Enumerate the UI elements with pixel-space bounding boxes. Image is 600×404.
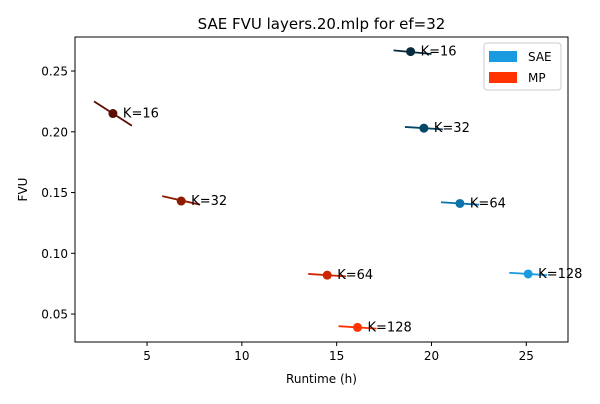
- x-tick-label: 10: [234, 349, 249, 363]
- legend: SAE MP: [483, 42, 562, 91]
- x-tick-label: 25: [519, 349, 534, 363]
- x-tick-label: 5: [143, 349, 151, 363]
- y-axis-label: FVU: [16, 178, 30, 202]
- sae-point: [419, 123, 429, 133]
- sae-point-label: K=32: [434, 121, 470, 136]
- y-tick-label: 0.15: [41, 186, 68, 200]
- y-tick-label: 0.10: [41, 247, 68, 261]
- data-marks: K=16 K=32 K=64 K=128 K=16 K=32 K=64 K=128: [93, 45, 582, 335]
- y-tick-label: 0.05: [41, 308, 68, 322]
- mp-point-label: K=128: [368, 320, 412, 335]
- y-tick-label: 0.20: [41, 125, 68, 139]
- mp-point-label: K=16: [123, 107, 159, 122]
- chart-title: SAE FVU layers.20.mlp for ef=32: [198, 15, 446, 33]
- plot-area-frame: [74, 36, 569, 343]
- axis-ticks: 5 10 15 20 25 0.05 0.10 0.15 0.20 0.25: [41, 65, 534, 363]
- legend-swatch: [489, 72, 517, 83]
- sae-point: [406, 47, 416, 57]
- mp-point: [353, 322, 363, 332]
- y-tick-label: 0.25: [41, 65, 68, 79]
- legend-label: MP: [528, 71, 546, 85]
- mp-point: [322, 270, 332, 280]
- sae-point-label: K=64: [470, 196, 506, 211]
- sae-point: [523, 269, 533, 279]
- legend-label: SAE: [528, 50, 552, 64]
- sae-point-label: K=128: [538, 267, 582, 282]
- sae-point: [455, 198, 465, 208]
- sae-point-label: K=16: [421, 45, 457, 60]
- legend-swatch: [489, 51, 517, 62]
- x-tick-label: 20: [424, 349, 439, 363]
- x-axis-label: Runtime (h): [286, 372, 357, 386]
- x-tick-label: 15: [329, 349, 344, 363]
- mp-point: [176, 196, 186, 206]
- mp-point: [108, 109, 118, 119]
- mp-point-label: K=32: [191, 194, 227, 209]
- mp-point-label: K=64: [337, 268, 373, 283]
